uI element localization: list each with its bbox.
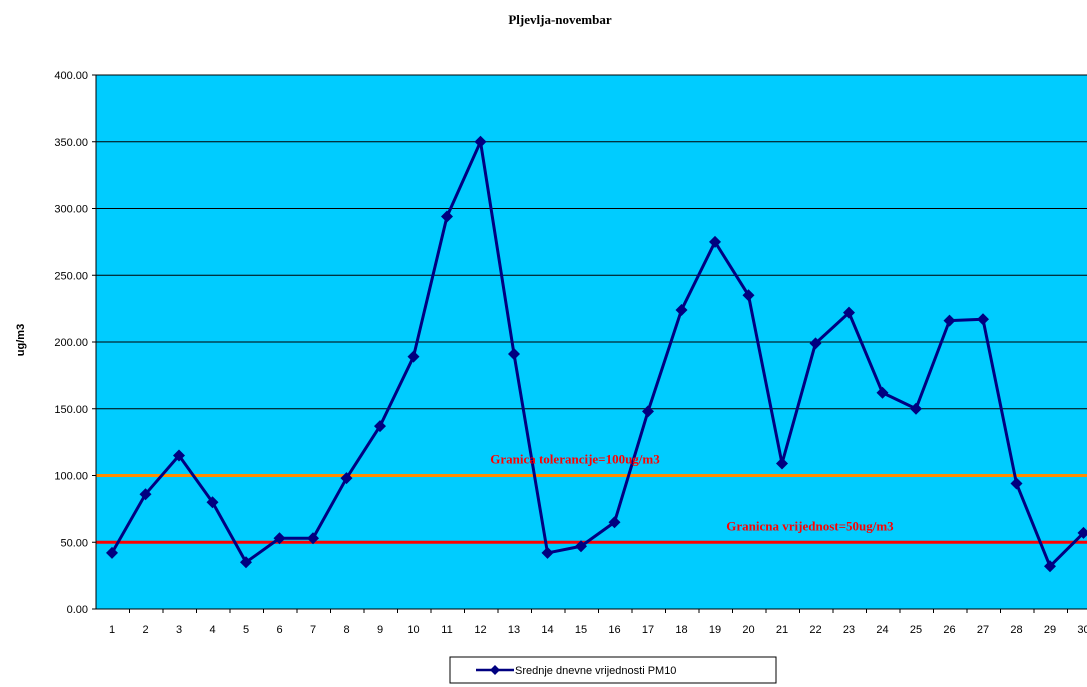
x-tick-label: 14 — [541, 624, 553, 636]
y-tick-label: 350.00 — [54, 137, 88, 149]
y-tick-labels: 0.00 50.00 100.00 150.00 200.00 250.00 300.00 3… — [54, 70, 96, 616]
x-tick-label: 3 — [176, 624, 182, 636]
data-point — [374, 420, 386, 433]
x-tick-label: 16 — [608, 624, 620, 636]
data-point — [206, 496, 219, 509]
data-point — [943, 314, 956, 327]
x-tick-label: 20 — [742, 624, 754, 636]
x-tick-label: 7 — [310, 624, 316, 636]
x-tick-label: 15 — [575, 624, 587, 636]
x-tick-label: 8 — [343, 624, 349, 636]
x-tick-label: 28 — [1010, 624, 1022, 636]
x-tick-label: 17 — [642, 624, 654, 636]
data-point — [173, 449, 185, 462]
data-point — [541, 546, 554, 559]
data-point — [876, 386, 889, 399]
x-tick-label: 27 — [977, 624, 989, 636]
data-point — [709, 235, 721, 248]
data-point — [273, 532, 286, 545]
x-tick-label: 21 — [776, 624, 788, 636]
data-point — [742, 289, 755, 302]
y-tick-label: 100.00 — [54, 471, 88, 483]
chart-title: Pljevlja-novembar — [508, 12, 611, 27]
data-point — [776, 457, 788, 470]
x-tick-label: 24 — [876, 624, 888, 636]
reference-lines — [96, 474, 1087, 544]
data-point — [340, 472, 353, 485]
y-axis-label: ug/m3 — [15, 324, 27, 356]
y-tick-label: 400.00 — [54, 70, 88, 82]
series-line — [110, 140, 1085, 568]
y-tick-label: 200.00 — [54, 337, 88, 349]
data-point — [608, 516, 621, 529]
x-tick-label: 18 — [675, 624, 687, 636]
data-point — [407, 350, 420, 363]
x-tick-label: 4 — [209, 624, 215, 636]
x-tick-label: 10 — [407, 624, 419, 636]
data-point — [843, 306, 855, 319]
x-tick-label: 11 — [441, 624, 452, 636]
x-tick-label: 25 — [910, 624, 922, 636]
data-point — [977, 313, 989, 326]
x-tick-label: 23 — [843, 624, 855, 636]
data-point — [240, 556, 252, 569]
data-point — [139, 488, 152, 501]
y-tick-label: 300.00 — [54, 204, 88, 216]
x-tick-label: 19 — [709, 624, 721, 636]
data-point — [642, 405, 654, 418]
legend: Srednje dnevne vrijednosti PM10 — [449, 656, 777, 684]
x-tick-label: 5 — [243, 624, 249, 636]
data-point — [1010, 477, 1023, 490]
annotations: Granica tolerancije=100ug/m3 Granicna vri… — [490, 452, 894, 534]
data-point — [474, 135, 487, 148]
y-tick-label: 50.00 — [60, 537, 88, 549]
data-point — [575, 540, 587, 553]
x-tick-label: 6 — [276, 624, 282, 636]
y-tick-label: 250.00 — [54, 270, 88, 282]
x-tick-label: 1 — [109, 624, 115, 636]
y-tick-label: 150.00 — [54, 404, 88, 416]
data-point — [675, 303, 688, 316]
data-point — [910, 402, 922, 415]
reference-label: Granica tolerancije=100ug/m3 — [490, 452, 660, 467]
data-point — [1077, 526, 1087, 539]
x-tick-label: 29 — [1044, 624, 1056, 636]
reference-label: Granicna vrijednost=50ug/m3 — [726, 518, 894, 533]
y-tick-label: 0.00 — [67, 604, 88, 616]
x-tick-labels: 1 2 3 4 5 6 7 8 9 10 11 12 13 14 15 16 17 18 19 20 21 22 23 24 2… — [109, 609, 1087, 636]
data-point — [1044, 560, 1056, 573]
x-tick-label: 22 — [809, 624, 821, 636]
data-point — [307, 532, 319, 545]
data-point — [106, 546, 118, 559]
x-tick-label: 26 — [943, 624, 955, 636]
legend-marker — [490, 665, 500, 675]
series-pm10 — [106, 135, 1087, 573]
x-tick-label: 2 — [142, 624, 148, 636]
data-point — [441, 210, 453, 223]
data-point — [809, 337, 822, 350]
legend-label: Srednje dnevne vrijednosti PM10 — [515, 665, 676, 677]
x-tick-label: 30 — [1077, 624, 1087, 636]
x-tick-label: 12 — [474, 624, 486, 636]
x-tick-label: 13 — [508, 624, 520, 636]
data-point — [508, 348, 520, 361]
x-tick-label: 9 — [377, 624, 383, 636]
